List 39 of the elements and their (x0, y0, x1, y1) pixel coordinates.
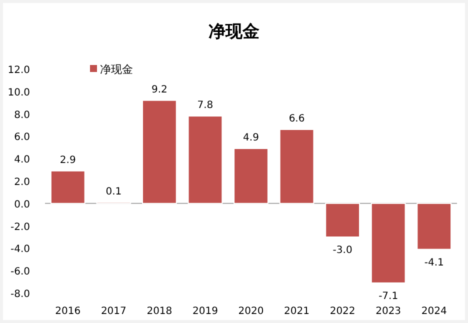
x-tick-label: 2019 (192, 306, 218, 317)
y-tick-label: 0.0 (14, 199, 30, 210)
bar (50, 170, 86, 204)
bar (416, 202, 452, 250)
chart-title: 净现金 (208, 22, 260, 42)
bar (142, 100, 177, 204)
x-tick-label: 2021 (284, 306, 310, 317)
bar (325, 202, 360, 238)
y-tick-label: 8.0 (14, 110, 30, 121)
y-tick-label: -2.0 (10, 222, 30, 233)
text: -7.1 (378, 290, 398, 302)
text: 9.2 (151, 84, 168, 96)
bar (234, 148, 268, 204)
legend-label: 净现金 (100, 63, 133, 76)
text: -3.0 (332, 245, 352, 256)
y-tick-label: 6.0 (14, 132, 30, 144)
text: 6.6 (288, 113, 305, 124)
x-tick-label: 2024 (421, 306, 447, 317)
text: -4.1 (424, 257, 444, 268)
text: 0.1 (106, 186, 122, 198)
x-tick-label: 2023 (376, 306, 402, 317)
x-tick-label: 2022 (330, 306, 356, 317)
text: 4.9 (243, 132, 259, 144)
x-tick-label: 2020 (238, 306, 264, 317)
y-tick-label: 4.0 (14, 154, 30, 166)
text: 2.9 (60, 154, 76, 166)
bar (188, 116, 223, 204)
y-tick-label: -8.0 (10, 289, 30, 300)
bar (279, 128, 314, 204)
x-tick-label: 2018 (146, 306, 172, 317)
y-tick-label: -6.0 (10, 266, 30, 278)
y-tick-label: 10.0 (8, 87, 30, 98)
x-tick-label: 2017 (100, 306, 126, 317)
y-tick-label: 2.0 (14, 177, 30, 188)
y-tick-label: 12.0 (8, 65, 30, 76)
text: 7.8 (197, 100, 214, 112)
y-tick-label: -4.0 (10, 244, 30, 256)
x-tick-label: 2016 (55, 306, 81, 317)
bar (370, 202, 406, 284)
